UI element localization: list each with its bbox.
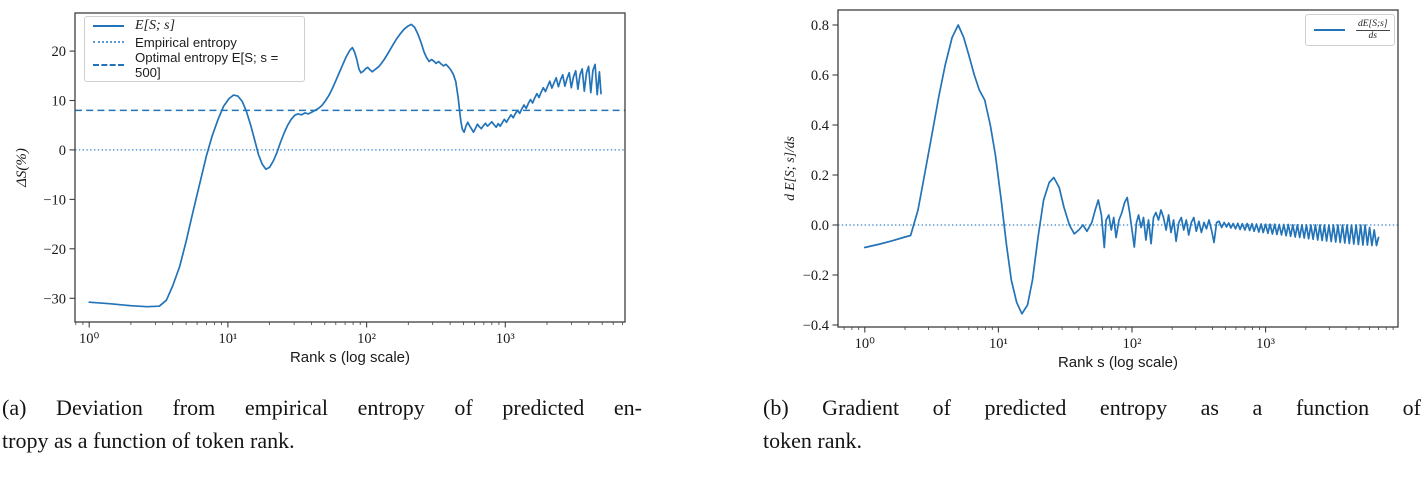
legend-left-chart: E[S; s] Empirical entropy Optimal entropy … (84, 16, 305, 82)
y-tick-label: 20 (52, 44, 67, 60)
series-line-b (863, 24, 1380, 315)
legend-line-sample (93, 63, 124, 66)
x-tick-label: 10² (357, 331, 377, 347)
legend-label: E[S; s] (135, 18, 176, 34)
caption-b-line2: token rank. (763, 428, 862, 453)
y-axis-label: d E[S; s]/ds (782, 136, 797, 201)
legend-entry: E[S; s] (85, 18, 304, 34)
legend-entry: dE[S;s] ds (1306, 19, 1394, 42)
chart-a: 10⁰ 10¹ 10² 10³ −30 −20 −10 0 10 20 Rank s (log sc… (14, 12, 626, 366)
x-tick-label: 10⁰ (855, 336, 876, 352)
series-line-a (88, 23, 602, 308)
legend-line-sample (93, 41, 124, 43)
legend-label: Empirical entropy (135, 34, 237, 50)
legend-line-sample (93, 25, 124, 28)
legend-label: Optimal entropy E[S; s = 500] (135, 49, 279, 80)
y-tick-label: 0.8 (811, 18, 829, 34)
y-tick-label: 0.2 (811, 168, 829, 184)
y-tick-label: −0.2 (803, 268, 829, 284)
y-axis-label: ΔS(%) (14, 148, 30, 188)
x-tick-label: 10³ (496, 331, 516, 347)
legend-label: dE[S;s] ds (1356, 18, 1390, 41)
y-tick-label: 0.6 (811, 68, 829, 84)
caption-b: (b) Gradient of predicted entropy as a f… (763, 391, 1421, 457)
y-tick-label: 10 (52, 94, 67, 110)
x-tick-label: 10¹ (218, 331, 237, 347)
x-tick-label: 10³ (1256, 336, 1276, 352)
caption-a-line1: (a) Deviation from empirical entropy of … (2, 395, 642, 420)
y-tick-label: −0.4 (803, 318, 830, 334)
chart-b: 10⁰ 10¹ 10² 10³ −0.4 −0.2 0.0 0.2 0.4 0.6 0.8 Rank … (782, 9, 1399, 371)
y-tick-label: −20 (43, 242, 66, 258)
plot-frame (74, 12, 626, 323)
y-tick-label: 0.0 (811, 218, 829, 234)
y-tick-label: 0 (59, 143, 66, 159)
x-tick-label: 10¹ (989, 336, 1008, 352)
caption-b-line1: (b) Gradient of predicted entropy as a f… (763, 395, 1421, 420)
legend-right-chart: dE[S;s] ds (1305, 14, 1395, 46)
x-axis-label: Rank s (log scale) (290, 349, 410, 366)
caption-a: (a) Deviation from empirical entropy of … (2, 391, 642, 457)
x-tick-label: 10² (1123, 336, 1143, 352)
caption-a-line2: tropy as a function of token rank. (2, 428, 295, 453)
x-tick-label: 10⁰ (79, 331, 100, 347)
y-tick-label: 0.4 (811, 118, 830, 134)
y-tick-label: −10 (43, 192, 66, 208)
legend-entry: Empirical entropy (85, 35, 304, 50)
legend-entry: Optimal entropy E[S; s = 500] (85, 50, 304, 80)
legend-line-sample (1314, 29, 1345, 31)
plot-frame (837, 9, 1399, 328)
x-axis-label: Rank s (log scale) (1058, 354, 1178, 371)
y-tick-label: −30 (43, 291, 66, 307)
